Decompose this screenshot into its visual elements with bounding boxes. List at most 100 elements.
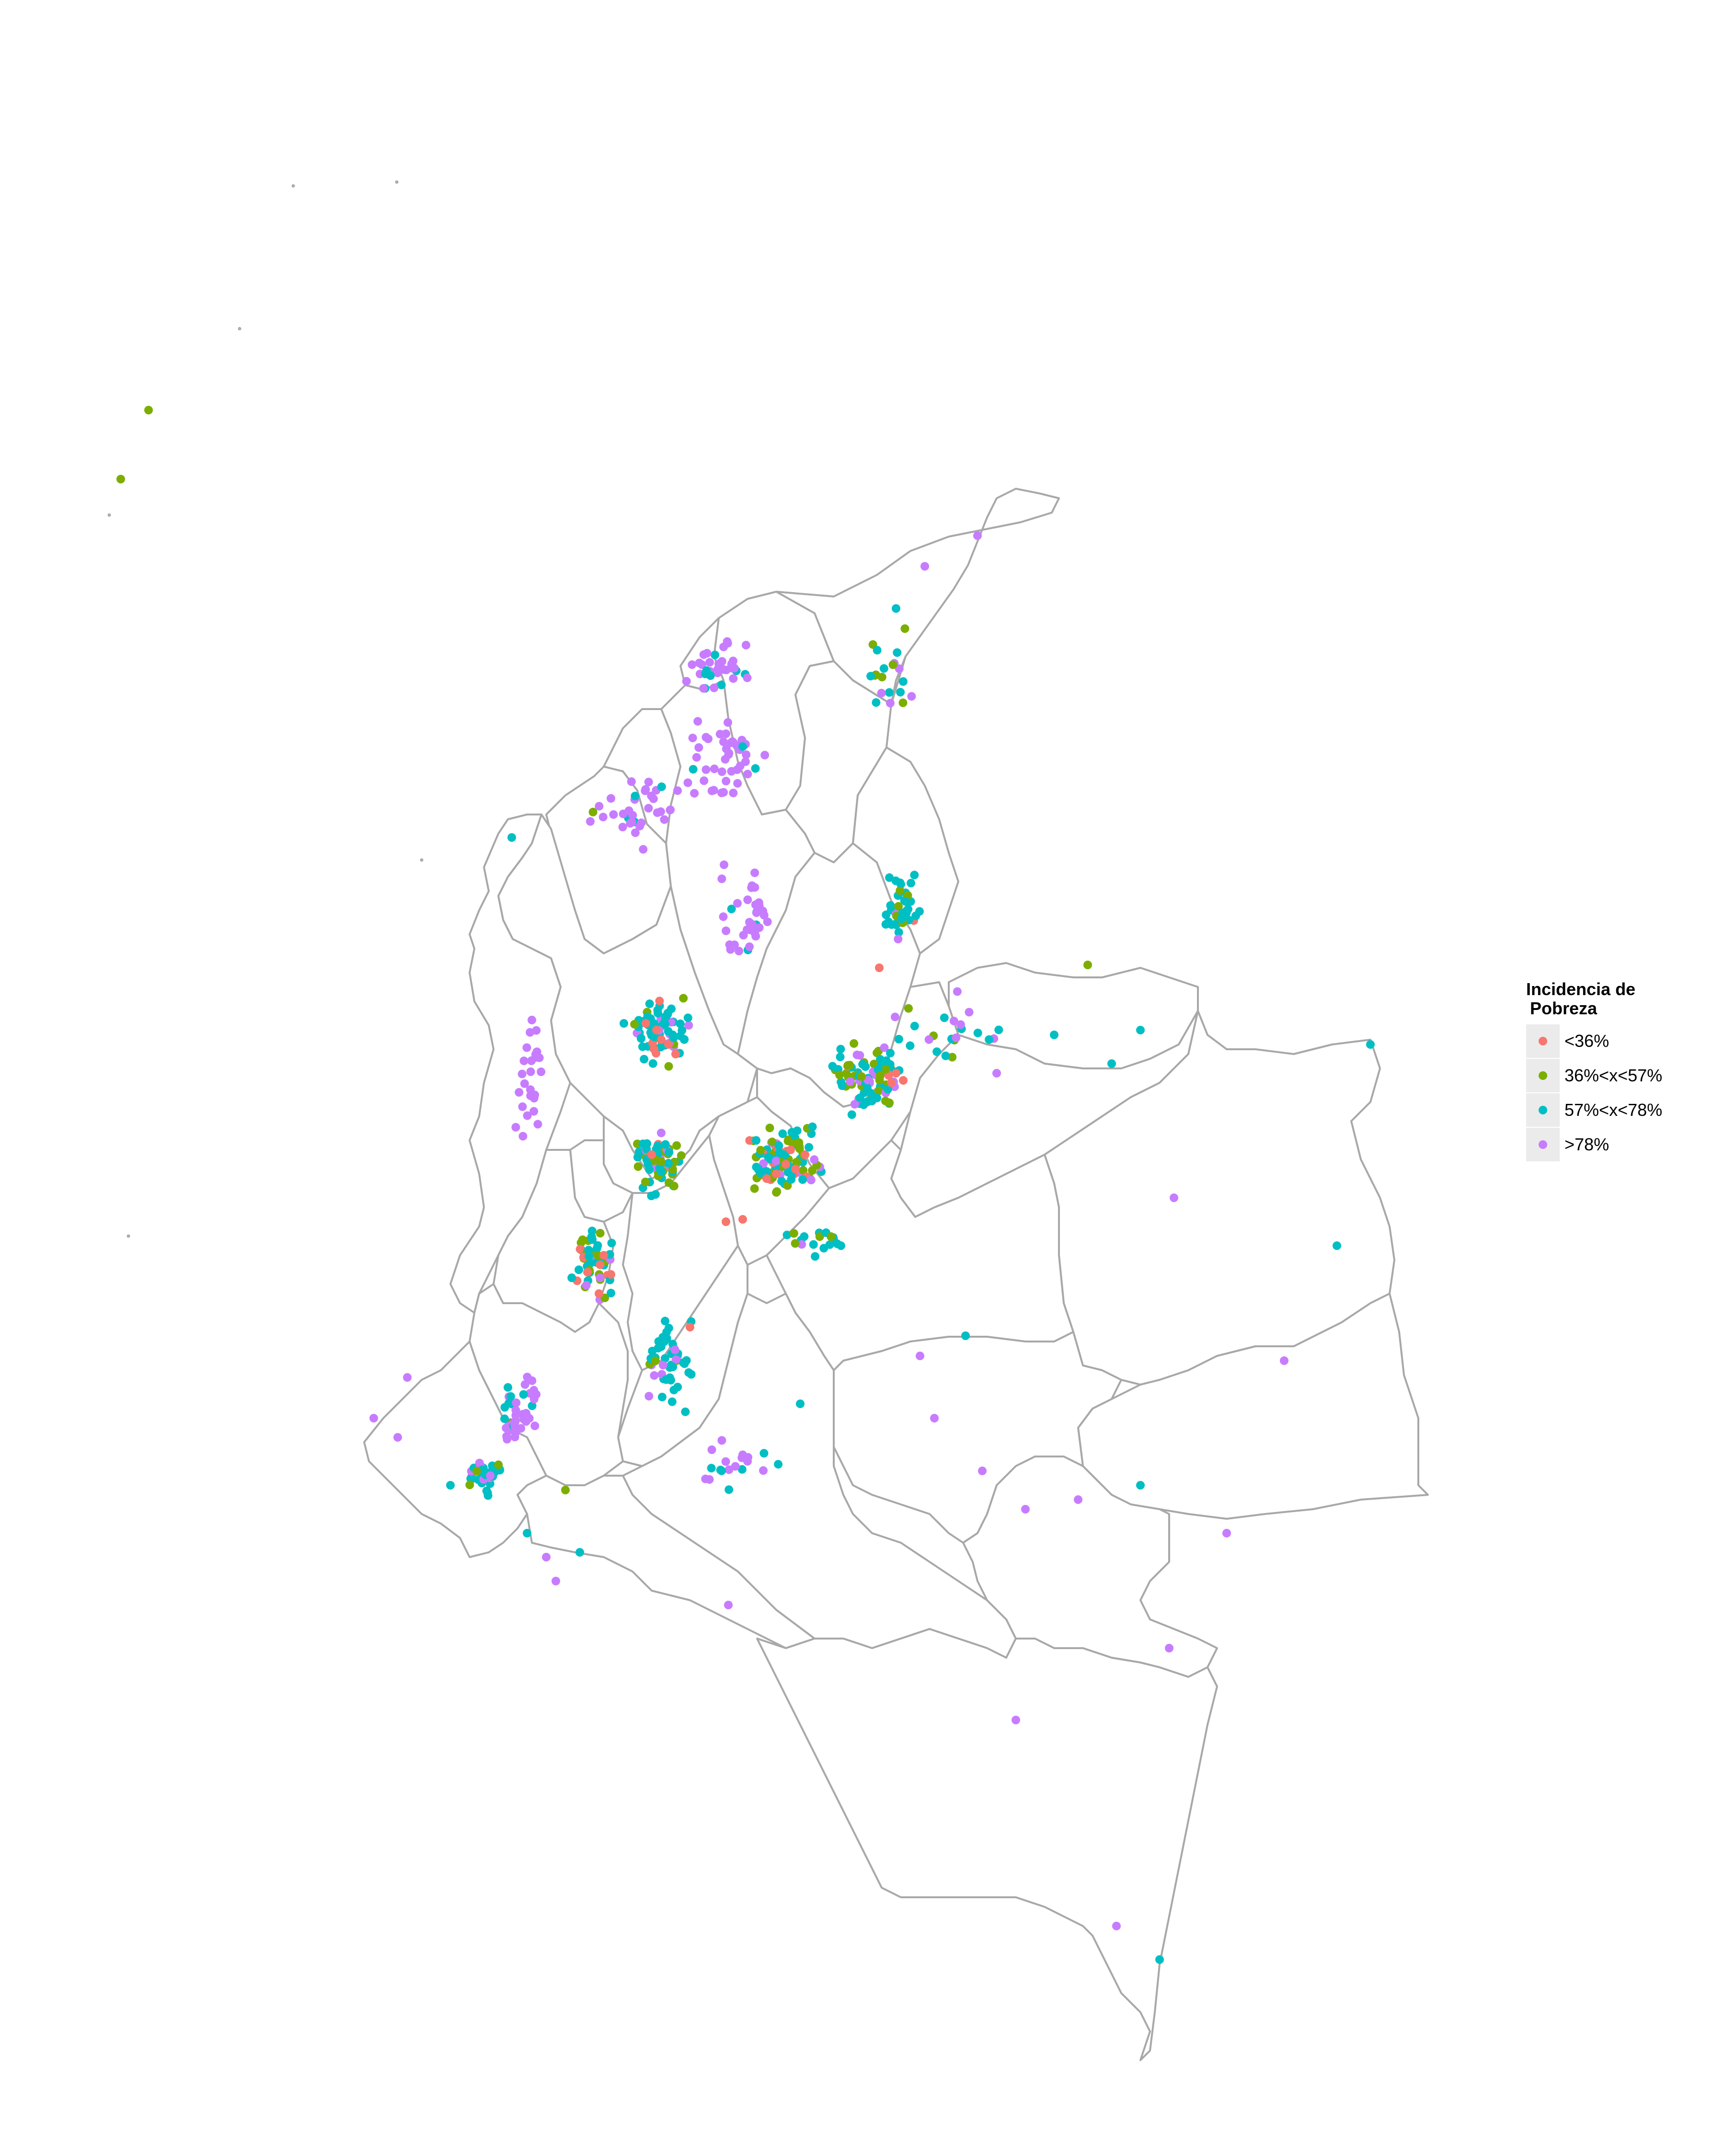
municipality-point — [721, 755, 730, 764]
legend-key — [1526, 1059, 1560, 1092]
municipality-point — [596, 1260, 605, 1269]
municipality-point — [702, 649, 712, 658]
legend-title: Incidencia de Pobreza — [1526, 980, 1689, 1018]
municipality-point — [727, 767, 736, 776]
legend-label: 36%<x<57% — [1564, 1066, 1663, 1085]
municipality-point — [904, 1004, 913, 1013]
municipality-point — [843, 1061, 852, 1070]
municipality-point — [809, 1240, 818, 1249]
legend: Incidencia de Pobreza <36% 36%<x<57% 57%… — [1526, 980, 1689, 1162]
municipality-point — [707, 1464, 716, 1473]
municipality-point — [542, 1553, 551, 1561]
municipality-point — [907, 879, 916, 888]
municipality-point — [684, 1021, 693, 1030]
municipality-point — [795, 1144, 804, 1153]
municipality-point — [806, 1175, 816, 1184]
municipality-point — [1074, 1495, 1082, 1504]
municipality-point — [852, 1050, 862, 1059]
municipality-point — [667, 1397, 677, 1406]
municipality-point — [657, 782, 666, 791]
municipality-point — [575, 1548, 584, 1557]
municipality-point — [618, 823, 627, 832]
municipality-point — [519, 1390, 528, 1399]
municipality-point — [1170, 1193, 1178, 1202]
municipality-point — [503, 1434, 512, 1444]
municipality-point — [886, 1049, 895, 1058]
municipality-point — [665, 1148, 674, 1157]
municipality-point — [777, 1177, 786, 1186]
municipality-point — [886, 901, 895, 910]
municipality-point — [596, 1273, 605, 1283]
municipality-point — [892, 1069, 900, 1078]
municipality-point — [677, 1151, 686, 1160]
municipality-point — [644, 778, 653, 787]
municipality-point — [664, 1158, 673, 1168]
municipality-point — [575, 1265, 583, 1274]
municipality-point — [687, 1370, 696, 1379]
municipality-point — [924, 1035, 933, 1044]
municipality-point — [729, 656, 737, 665]
municipality-point — [739, 930, 748, 940]
municipality-point — [500, 1414, 509, 1423]
municipality-point — [633, 1153, 642, 1162]
municipality-point — [688, 734, 697, 743]
legend-dot — [1539, 1106, 1547, 1114]
municipality-point — [607, 1288, 615, 1297]
municipality-point — [642, 1145, 651, 1154]
municipality-point — [692, 753, 701, 762]
municipality-point — [710, 683, 719, 692]
municipality-point — [369, 1414, 378, 1422]
municipality-point — [672, 1141, 681, 1150]
municipality-point — [669, 1386, 678, 1395]
municipality-point — [588, 807, 598, 816]
municipality-point — [895, 664, 904, 673]
islands — [107, 180, 424, 1238]
municipality-point — [707, 1445, 716, 1454]
municipality-point — [884, 917, 893, 927]
municipality-point — [655, 997, 664, 1006]
municipality-point — [880, 1043, 889, 1052]
municipality-point — [531, 1050, 540, 1059]
legend-dot — [1539, 1071, 1547, 1080]
municipality-point — [748, 920, 757, 929]
municipality-point — [792, 1158, 801, 1167]
municipality-point — [511, 1411, 520, 1420]
municipality-point — [641, 1019, 650, 1028]
municipality-point — [647, 1192, 656, 1201]
municipality-point — [619, 809, 628, 818]
municipality-point — [916, 1352, 924, 1360]
municipality-point — [866, 1089, 875, 1098]
municipality-point — [738, 1215, 747, 1224]
municipality-point — [898, 698, 908, 707]
municipality-point — [144, 406, 153, 414]
municipality-point — [669, 1033, 678, 1043]
municipality-point — [483, 1488, 492, 1497]
municipality-point — [894, 935, 903, 943]
municipality-point — [673, 786, 682, 795]
municipality-point — [741, 757, 750, 766]
municipality-point — [607, 1270, 615, 1279]
municipality-point — [633, 1162, 643, 1171]
municipality-point — [786, 1146, 795, 1154]
municipality-point — [733, 899, 742, 908]
municipality-point — [898, 677, 908, 686]
municipality-point — [627, 818, 636, 827]
municipality-point — [881, 1096, 890, 1105]
municipality-point — [716, 1466, 725, 1475]
municipality-point — [778, 1129, 787, 1138]
municipality-point — [705, 1475, 714, 1484]
municipality-point — [656, 1128, 666, 1137]
municipality-point — [857, 1072, 866, 1081]
municipality-point — [510, 1433, 519, 1442]
municipality-point — [737, 1465, 747, 1474]
municipality-point — [650, 1045, 658, 1054]
municipality-point — [644, 803, 653, 813]
municipality-point — [583, 1268, 592, 1277]
municipality-point — [649, 794, 658, 803]
municipality-point — [472, 1467, 481, 1476]
municipality-point — [523, 1111, 532, 1120]
municipality-point — [985, 1035, 994, 1044]
municipality-point — [530, 1090, 539, 1100]
municipality-point — [720, 860, 728, 869]
municipality-point — [661, 1317, 669, 1326]
